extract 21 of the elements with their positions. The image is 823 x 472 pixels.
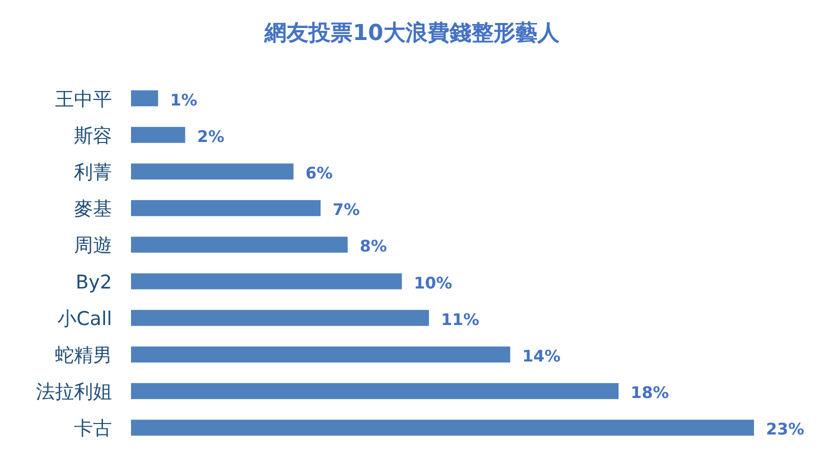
category-label: 麥基 [74, 198, 112, 220]
category-label: 周遊 [74, 234, 112, 257]
category-label: 卡古 [74, 418, 112, 440]
category-label: 王中平 [55, 88, 112, 110]
category-label: 蛇精男 [55, 344, 112, 366]
category-label: 斯容 [74, 124, 112, 147]
value-label: 6% [306, 164, 333, 182]
value-label: 7% [332, 200, 360, 220]
value-label: 10% [414, 273, 452, 292]
value-label: 1% [170, 90, 198, 110]
category-label: By2 [76, 271, 112, 294]
value-label: 18% [630, 383, 669, 402]
value-label: 23% [766, 420, 804, 439]
category-label: 小Call [58, 308, 112, 330]
value-label: 11% [440, 310, 480, 329]
category-label: 法拉利姐 [36, 381, 112, 404]
value-label: 14% [522, 346, 561, 366]
title: 網友投票10大浪費錢整形藝人 [264, 21, 560, 46]
value-label: 2% [197, 126, 224, 146]
value-label: 8% [360, 236, 387, 256]
category-label: 利菁 [74, 162, 112, 184]
